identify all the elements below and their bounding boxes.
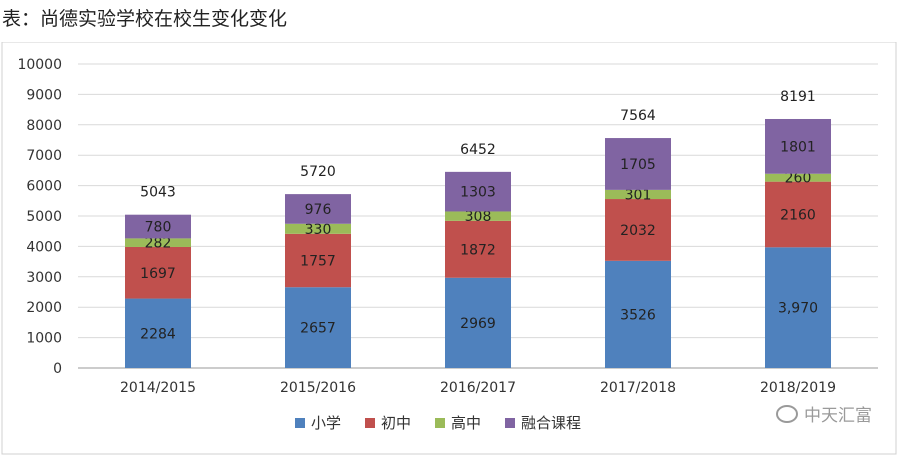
bar-segment	[765, 118, 831, 174]
y-tick-label: 1000	[26, 331, 62, 347]
x-tick-label: 2016/2017	[440, 380, 516, 396]
data-label: 1705	[620, 157, 656, 173]
chat-bubble-icon	[776, 404, 798, 423]
bar-segment	[285, 194, 351, 224]
watermark: 中天汇富	[776, 401, 872, 426]
legend-label: 高中	[451, 414, 481, 432]
data-label: 2160	[780, 207, 816, 223]
bar-segment	[285, 223, 351, 234]
bar-segment	[765, 247, 831, 368]
bar-segment	[125, 238, 191, 247]
total-label: 5043	[140, 185, 176, 201]
total-label: 6452	[460, 142, 496, 158]
bar-segment	[125, 298, 191, 368]
bar-segment	[605, 260, 671, 368]
data-label: 2032	[620, 223, 656, 239]
data-label: 780	[145, 220, 172, 236]
legend-swatch	[435, 418, 445, 428]
bar-segment	[285, 287, 351, 368]
data-label: 1801	[780, 139, 816, 155]
x-tick-label: 2018/2019	[760, 380, 836, 396]
bar-segment	[285, 233, 351, 288]
data-label: 1697	[140, 266, 176, 282]
legend-label: 小学	[311, 414, 341, 432]
data-label: 308	[465, 209, 492, 225]
total-label: 5720	[300, 164, 336, 180]
bar-segment	[125, 214, 191, 239]
legend-label: 融合课程	[521, 414, 581, 432]
data-label: 1872	[460, 242, 496, 258]
data-label: 3526	[620, 307, 656, 323]
y-tick-label: 4000	[26, 239, 62, 255]
y-tick-label: 2000	[26, 300, 62, 316]
legend-label: 初中	[381, 414, 411, 432]
legend-swatch	[365, 418, 375, 428]
y-tick-label: 10000	[17, 57, 62, 73]
y-tick-label: 8000	[26, 118, 62, 134]
total-label: 7564	[620, 108, 656, 124]
bar-segment	[605, 199, 671, 261]
legend-swatch	[505, 418, 515, 428]
total-label: 8191	[780, 89, 816, 105]
y-tick-label: 0	[53, 361, 62, 377]
bar-segment	[445, 277, 511, 368]
x-tick-label: 2017/2018	[600, 380, 676, 396]
y-tick-label: 5000	[26, 209, 62, 225]
bar-segment	[445, 220, 511, 278]
page-title: 表：尚德实验学校在校生变化变化	[2, 8, 288, 30]
data-label: 2969	[460, 316, 496, 332]
data-label: 3,970	[778, 301, 818, 317]
chart-frame: 0 1000 2000 3000 4000 5000 6000 7000 8000 9000 100…	[0, 42, 900, 458]
x-tick-label: 2015/2016	[280, 380, 356, 396]
bar-segment	[125, 246, 191, 299]
bar-segment	[765, 181, 831, 248]
bar-segment	[445, 171, 511, 212]
bar-segment	[605, 138, 671, 190]
y-tick-label: 7000	[26, 148, 62, 164]
data-label: 330	[305, 222, 332, 238]
chart-border	[1, 42, 897, 455]
data-label: 301	[625, 187, 652, 203]
data-label: 2284	[140, 326, 176, 342]
watermark-text: 中天汇富	[804, 406, 872, 426]
bar-segment	[765, 173, 831, 182]
data-label: 2657	[300, 321, 336, 337]
data-label: 282	[145, 236, 172, 252]
bar-segment	[605, 189, 671, 200]
y-tick-label: 9000	[26, 87, 62, 103]
data-label: 1303	[460, 185, 496, 201]
x-tick-label: 2014/2015	[120, 380, 196, 396]
y-tick-label: 6000	[26, 179, 62, 195]
data-label: 976	[305, 202, 332, 218]
stacked-bar-chart: 0 1000 2000 3000 4000 5000 6000 7000 8000 9000 100…	[1, 42, 897, 455]
data-label: 1757	[300, 254, 336, 270]
y-tick-label: 3000	[26, 270, 62, 286]
bar-segment	[445, 211, 511, 221]
legend-swatch	[295, 418, 305, 428]
data-label: 260	[785, 171, 812, 187]
